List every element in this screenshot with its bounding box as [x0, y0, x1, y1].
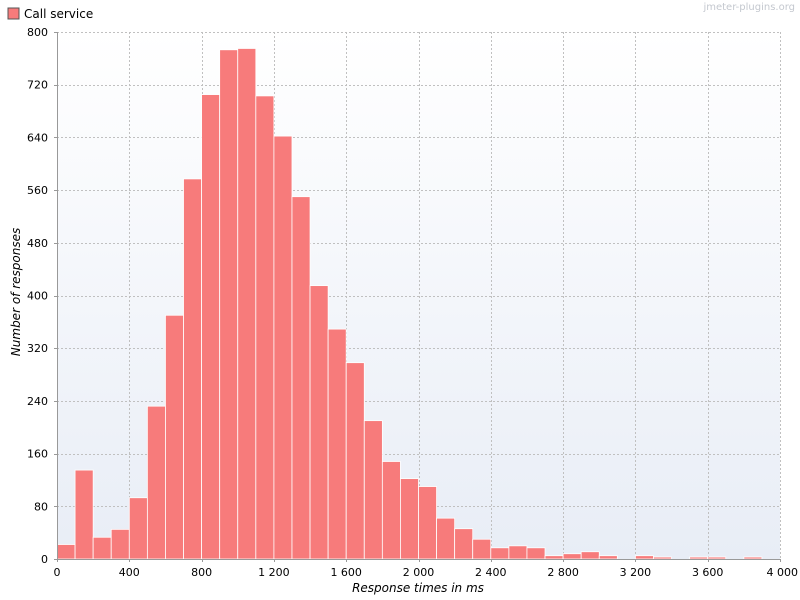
histogram-bar [562, 553, 582, 560]
histogram-bar [544, 555, 564, 560]
x-tick-label: 0 [54, 566, 61, 579]
y-tick-label: 0 [41, 553, 48, 566]
histogram-bar [418, 486, 437, 560]
histogram-bar [327, 328, 347, 560]
y-tick-label: 800 [27, 26, 48, 39]
y-tick-label: 80 [34, 500, 48, 513]
histogram-bar [219, 49, 239, 560]
histogram-bar [526, 547, 546, 560]
histogram-bar [92, 536, 112, 560]
x-tick-label: 800 [191, 566, 212, 579]
y-tick-label: 320 [27, 342, 48, 355]
histogram-bar [273, 135, 293, 560]
histogram-bars [56, 48, 763, 560]
y-tick-label: 160 [27, 448, 48, 461]
y-tick-label: 720 [27, 79, 48, 92]
histogram-bar [689, 556, 709, 560]
histogram-bar [128, 497, 148, 560]
x-axis-ticks: 0 400 800 1 200 1 600 2 000 2 400 2 800 3 200 3 6… [54, 559, 799, 579]
y-tick-label: 480 [27, 237, 48, 250]
y-tick-label: 400 [27, 290, 48, 303]
histogram-bar [400, 478, 419, 560]
x-tick-label: 1 200 [258, 566, 290, 579]
axes [57, 32, 780, 560]
histogram-bar [56, 544, 76, 560]
histogram-bar [183, 178, 203, 560]
histogram-bar [74, 469, 94, 560]
x-tick-label: 400 [119, 566, 140, 579]
x-tick-label: 1 600 [330, 566, 362, 579]
histogram-bar [707, 556, 727, 560]
x-tick-label: 2 400 [475, 566, 507, 579]
histogram-bar [436, 517, 456, 560]
y-tick-label: 640 [27, 131, 48, 144]
x-tick-label: 3 200 [620, 566, 652, 579]
x-tick-label: 2 800 [547, 566, 579, 579]
y-tick-label: 240 [27, 395, 48, 408]
legend: Call service [7, 7, 93, 21]
histogram-bar [508, 545, 528, 560]
histogram-bar [345, 362, 365, 560]
histogram-bar [309, 285, 329, 560]
histogram-bar [598, 555, 618, 560]
histogram-bar [472, 538, 492, 560]
histogram-bar [635, 555, 654, 560]
histogram-bar [291, 196, 311, 560]
histogram-bar [363, 420, 383, 560]
x-axis-title: Response times in ms [352, 581, 484, 595]
histogram-bar [146, 405, 166, 560]
histogram-bar [743, 556, 763, 560]
histogram-bar [454, 528, 474, 560]
x-tick-label: 4 000 [767, 566, 799, 579]
y-axis-title: Number of responses [9, 228, 23, 356]
x-tick-label: 3 600 [692, 566, 724, 579]
legend-label: Call service [24, 7, 93, 21]
histogram-bar [580, 551, 600, 560]
histogram-bar [201, 94, 221, 560]
histogram-bar [110, 528, 130, 560]
histogram-bar [255, 95, 275, 560]
histogram-bar [165, 314, 184, 560]
y-axis-ticks: 0 80 160 240 320 400 480 560 640 720 800 [27, 26, 57, 566]
legend-swatch [7, 7, 20, 20]
histogram-bar [490, 547, 510, 560]
x-tick-label: 2 000 [403, 566, 435, 579]
histogram-bar [237, 48, 257, 560]
histogram-bar [381, 461, 401, 560]
y-tick-label: 560 [27, 184, 48, 197]
histogram-bar [653, 556, 672, 560]
watermark-text: jmeter-plugins.org [702, 2, 795, 13]
